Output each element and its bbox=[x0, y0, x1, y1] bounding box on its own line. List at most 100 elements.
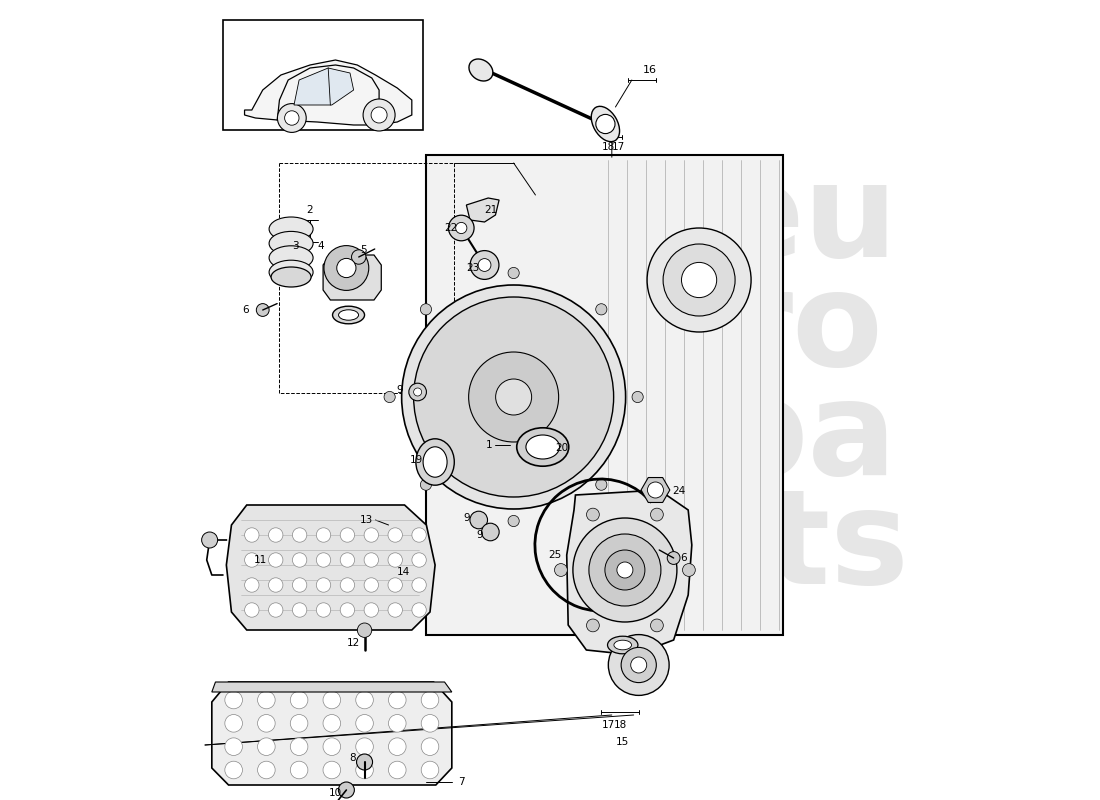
Circle shape bbox=[224, 714, 242, 732]
Circle shape bbox=[617, 562, 632, 578]
Circle shape bbox=[388, 528, 403, 542]
Circle shape bbox=[596, 304, 607, 315]
Circle shape bbox=[596, 479, 607, 490]
Circle shape bbox=[470, 511, 487, 529]
Circle shape bbox=[455, 222, 466, 234]
Circle shape bbox=[352, 250, 366, 264]
Text: 19: 19 bbox=[410, 455, 424, 465]
Ellipse shape bbox=[614, 640, 631, 650]
Text: 5: 5 bbox=[360, 245, 366, 255]
Text: 18: 18 bbox=[603, 142, 616, 152]
Circle shape bbox=[224, 691, 242, 709]
Circle shape bbox=[411, 553, 427, 567]
Circle shape bbox=[663, 244, 735, 316]
Circle shape bbox=[201, 532, 218, 548]
Circle shape bbox=[648, 482, 663, 498]
Polygon shape bbox=[566, 490, 692, 655]
Circle shape bbox=[340, 603, 354, 618]
Circle shape bbox=[355, 738, 373, 755]
Circle shape bbox=[323, 691, 341, 709]
Text: 22: 22 bbox=[444, 223, 458, 233]
Circle shape bbox=[339, 782, 354, 798]
Ellipse shape bbox=[339, 310, 359, 320]
Bar bbox=[222, 20, 422, 130]
Circle shape bbox=[650, 619, 663, 632]
Circle shape bbox=[293, 578, 307, 592]
Polygon shape bbox=[466, 198, 499, 222]
Circle shape bbox=[358, 623, 372, 638]
Text: 17: 17 bbox=[602, 720, 615, 730]
Circle shape bbox=[268, 578, 283, 592]
Circle shape bbox=[290, 738, 308, 755]
Text: 14: 14 bbox=[396, 567, 409, 577]
Ellipse shape bbox=[517, 428, 569, 466]
Circle shape bbox=[285, 110, 299, 126]
Text: 11: 11 bbox=[254, 555, 267, 565]
Bar bbox=[427, 155, 783, 635]
Circle shape bbox=[414, 388, 421, 396]
Text: 6: 6 bbox=[242, 305, 249, 315]
Circle shape bbox=[290, 714, 308, 732]
Circle shape bbox=[586, 508, 600, 521]
Circle shape bbox=[647, 228, 751, 332]
Circle shape bbox=[257, 714, 275, 732]
Ellipse shape bbox=[526, 435, 560, 459]
Circle shape bbox=[470, 250, 499, 279]
Circle shape bbox=[317, 553, 331, 567]
Circle shape bbox=[244, 528, 258, 542]
Text: 13: 13 bbox=[360, 515, 373, 525]
Text: 20: 20 bbox=[556, 443, 569, 453]
Text: 17: 17 bbox=[612, 142, 625, 152]
Circle shape bbox=[257, 762, 275, 779]
Text: 9: 9 bbox=[463, 513, 470, 523]
Circle shape bbox=[682, 563, 695, 577]
Polygon shape bbox=[641, 478, 670, 502]
Polygon shape bbox=[227, 505, 436, 630]
Circle shape bbox=[384, 391, 395, 402]
Circle shape bbox=[586, 619, 600, 632]
Text: eu
ro
pa
rts: eu ro pa rts bbox=[703, 157, 910, 611]
Ellipse shape bbox=[592, 106, 619, 142]
Circle shape bbox=[605, 550, 645, 590]
Circle shape bbox=[388, 762, 406, 779]
Circle shape bbox=[340, 528, 354, 542]
Circle shape bbox=[323, 762, 341, 779]
Circle shape bbox=[317, 603, 331, 618]
Circle shape bbox=[414, 297, 614, 497]
Circle shape bbox=[364, 578, 378, 592]
Circle shape bbox=[508, 267, 519, 278]
Circle shape bbox=[224, 762, 242, 779]
Circle shape bbox=[355, 714, 373, 732]
Ellipse shape bbox=[332, 306, 364, 324]
Text: 21: 21 bbox=[484, 205, 497, 215]
Circle shape bbox=[411, 603, 427, 618]
Text: 24: 24 bbox=[672, 486, 685, 496]
Circle shape bbox=[244, 578, 258, 592]
Polygon shape bbox=[212, 682, 452, 785]
Circle shape bbox=[268, 553, 283, 567]
Circle shape bbox=[388, 714, 406, 732]
Circle shape bbox=[668, 552, 680, 565]
Circle shape bbox=[596, 114, 615, 134]
Circle shape bbox=[290, 691, 308, 709]
Text: 9: 9 bbox=[476, 530, 483, 540]
Ellipse shape bbox=[270, 260, 314, 284]
Circle shape bbox=[469, 352, 559, 442]
Circle shape bbox=[317, 528, 331, 542]
Circle shape bbox=[323, 714, 341, 732]
Circle shape bbox=[573, 518, 676, 622]
Circle shape bbox=[421, 714, 439, 732]
Circle shape bbox=[224, 738, 242, 755]
Text: 10: 10 bbox=[329, 788, 342, 798]
Circle shape bbox=[449, 215, 474, 241]
Text: 25: 25 bbox=[549, 550, 562, 560]
Circle shape bbox=[364, 553, 378, 567]
Ellipse shape bbox=[424, 446, 447, 477]
Circle shape bbox=[388, 553, 403, 567]
Circle shape bbox=[508, 515, 519, 526]
Circle shape bbox=[257, 738, 275, 755]
Text: 16: 16 bbox=[644, 66, 657, 75]
Ellipse shape bbox=[270, 217, 314, 241]
Circle shape bbox=[388, 738, 406, 755]
Circle shape bbox=[337, 258, 356, 278]
